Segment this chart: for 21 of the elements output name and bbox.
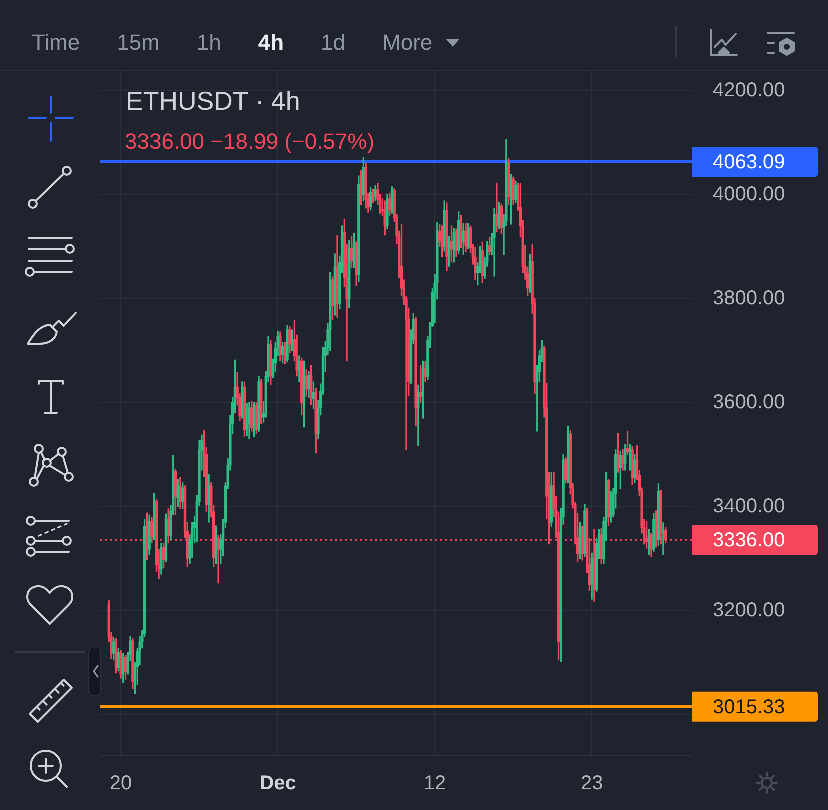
y-tick-label: 4200.00 bbox=[713, 79, 786, 102]
y-tick-label: 3600.00 bbox=[713, 391, 786, 414]
text: ETHUSDT · 4h bbox=[126, 86, 300, 116]
x-tick-label: 23 bbox=[580, 772, 604, 795]
ref-line-label: 4063.09 bbox=[713, 151, 786, 174]
text: More bbox=[382, 30, 433, 56]
y-tick-label: 3400.00 bbox=[713, 495, 786, 518]
text: Time bbox=[32, 30, 80, 56]
y-tick-label: 3200.00 bbox=[713, 599, 786, 622]
ref-line-label: 3336.00 bbox=[713, 530, 786, 552]
text: 15m bbox=[117, 30, 160, 56]
ref-line-label: 3015.33 bbox=[713, 696, 786, 718]
text: 1d bbox=[321, 30, 346, 56]
y-tick-label: 3800.00 bbox=[713, 287, 786, 310]
x-tick-label: 20 bbox=[110, 772, 132, 795]
y-tick-label: 4000.00 bbox=[713, 183, 786, 206]
x-tick-label: Dec bbox=[260, 772, 296, 795]
text: 3336.00 −18.99 (−0.57%) bbox=[125, 129, 375, 154]
x-tick-label: 12 bbox=[424, 772, 446, 795]
text: 4h bbox=[258, 30, 284, 56]
text: 1h bbox=[196, 30, 222, 56]
